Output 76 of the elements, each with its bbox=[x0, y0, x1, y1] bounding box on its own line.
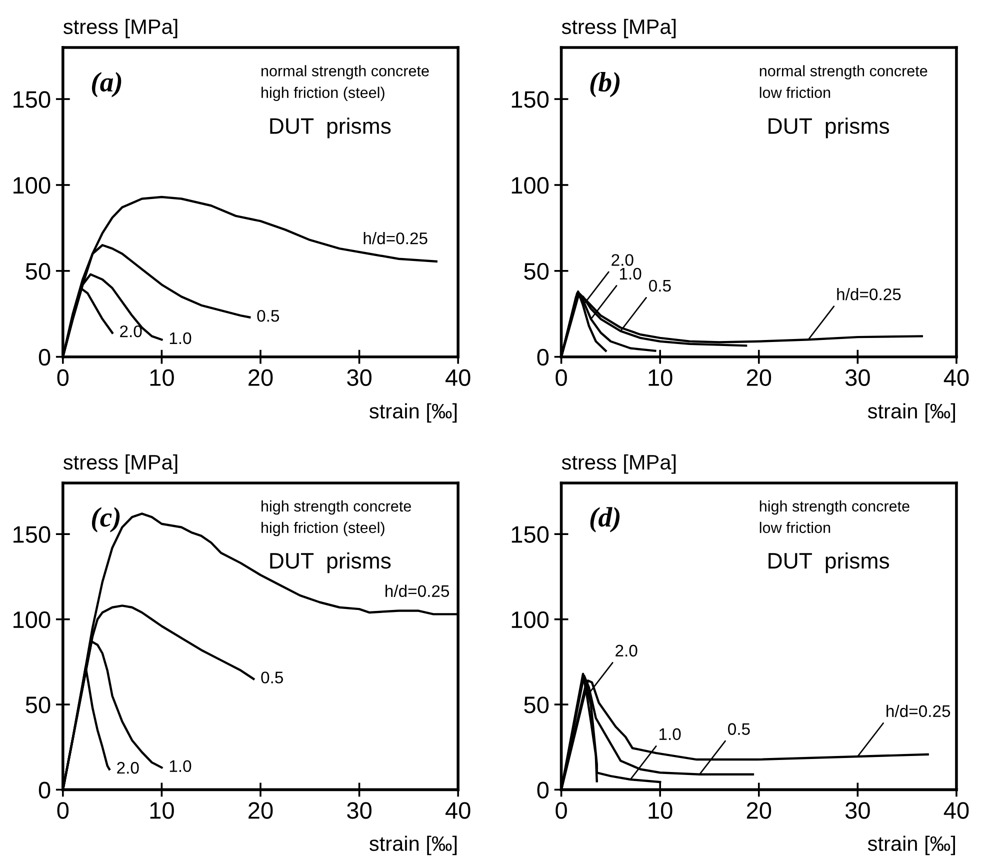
x-tick-label: 40 bbox=[445, 802, 470, 819]
y-tick-label: 150 bbox=[512, 526, 549, 543]
x-axis-title: strain [‰] bbox=[370, 403, 457, 423]
annotation: h/d=0.25 bbox=[364, 232, 428, 244]
y-tick-label: 50 bbox=[26, 696, 50, 714]
annotation: high strength concrete bbox=[262, 500, 411, 515]
x-tick-label: 10 bbox=[150, 802, 174, 819]
annotation: (d) bbox=[590, 507, 620, 532]
annotation: h/d=0.25 bbox=[886, 704, 950, 718]
y-tick-label: 0 bbox=[38, 348, 50, 366]
annotation: 2.0 bbox=[120, 325, 142, 338]
annotation: 2.0 bbox=[616, 644, 638, 657]
annotation: 1.0 bbox=[170, 760, 192, 772]
y-tick-label: 150 bbox=[14, 91, 50, 108]
annotation: (a) bbox=[92, 72, 122, 98]
x-axis-title: strain [‰] bbox=[868, 836, 955, 856]
y-tick-label: 150 bbox=[14, 526, 50, 543]
x-tick-label: 40 bbox=[944, 802, 969, 819]
annotation: normal strength concrete bbox=[262, 65, 429, 80]
annotation: low friction bbox=[760, 86, 830, 98]
annotation: 0.5 bbox=[257, 310, 280, 322]
x-tick-label: 40 bbox=[445, 369, 470, 386]
annotation: (c) bbox=[92, 507, 120, 532]
x-tick-label: 30 bbox=[347, 369, 372, 386]
x-tick-label: 20 bbox=[746, 369, 772, 386]
annotation: 1.0 bbox=[620, 268, 642, 280]
y-tick-label: 0 bbox=[38, 782, 50, 798]
x-tick-label: 40 bbox=[944, 369, 969, 386]
annotation: 2.0 bbox=[612, 254, 634, 266]
y-tick-label: 0 bbox=[537, 782, 549, 798]
x-tick-label: 30 bbox=[845, 802, 870, 819]
annotation: DUT prisms bbox=[270, 552, 391, 574]
x-tick-label: 0 bbox=[57, 802, 69, 819]
annotation: 1.0 bbox=[659, 728, 681, 740]
annotation: DUT prisms bbox=[768, 552, 890, 574]
y-tick-label: 100 bbox=[14, 611, 50, 628]
x-tick-label: 30 bbox=[347, 802, 372, 819]
annotation: 0.5 bbox=[648, 280, 671, 292]
annotation: DUT prisms bbox=[270, 118, 391, 138]
y-axis-title: stress [MPa] bbox=[562, 18, 676, 38]
y-axis-title: stress [MPa] bbox=[63, 18, 178, 38]
x-tick-label: 10 bbox=[648, 802, 672, 819]
annotation: high strength concrete bbox=[760, 500, 910, 515]
annotation: high friction (steel) bbox=[262, 522, 384, 536]
y-tick-label: 100 bbox=[512, 611, 549, 628]
annotation: low friction bbox=[760, 522, 830, 534]
y-tick-label: 100 bbox=[512, 177, 549, 194]
annotation: 0.5 bbox=[261, 672, 283, 684]
annotation: h/d=0.25 bbox=[837, 288, 901, 300]
annotation: DUT prisms bbox=[768, 118, 890, 138]
x-tick-label: 10 bbox=[648, 369, 672, 386]
x-tick-label: 0 bbox=[556, 802, 567, 819]
x-tick-label: 20 bbox=[746, 802, 772, 819]
x-tick-label: 20 bbox=[248, 369, 273, 386]
y-axis-title: stress [MPa] bbox=[562, 454, 676, 474]
y-tick-label: 50 bbox=[524, 262, 549, 280]
annotation: (b) bbox=[590, 72, 620, 98]
annotation: high friction (steel) bbox=[262, 86, 384, 102]
x-tick-label: 20 bbox=[248, 802, 273, 819]
annotation: normal strength concrete bbox=[760, 65, 928, 80]
x-axis-title: strain [‰] bbox=[868, 403, 955, 423]
y-tick-label: 150 bbox=[512, 91, 549, 108]
y-tick-label: 50 bbox=[26, 262, 50, 280]
y-tick-label: 50 bbox=[524, 696, 549, 714]
annotation: h/d=0.25 bbox=[386, 584, 450, 597]
annotation: 1.0 bbox=[170, 332, 192, 344]
y-axis-title: stress [MPa] bbox=[63, 454, 178, 474]
annotation: 0.5 bbox=[728, 723, 750, 735]
y-tick-label: 100 bbox=[14, 177, 50, 194]
x-tick-label: 0 bbox=[556, 369, 567, 386]
x-tick-label: 0 bbox=[57, 369, 69, 386]
x-tick-label: 30 bbox=[845, 369, 870, 386]
annotation: 2.0 bbox=[117, 762, 139, 774]
x-tick-label: 10 bbox=[150, 369, 174, 386]
y-tick-label: 0 bbox=[537, 348, 549, 366]
x-axis-title: strain [‰] bbox=[370, 836, 457, 856]
